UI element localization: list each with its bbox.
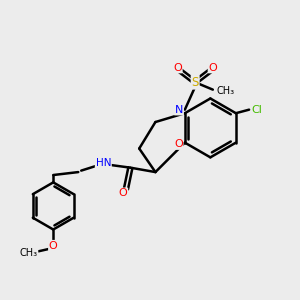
Text: O: O bbox=[174, 139, 183, 149]
Text: O: O bbox=[119, 188, 128, 198]
Text: CH₃: CH₃ bbox=[217, 86, 235, 96]
Text: O: O bbox=[49, 241, 58, 251]
Text: Cl: Cl bbox=[252, 105, 262, 115]
Text: O: O bbox=[208, 63, 217, 73]
Text: CH₃: CH₃ bbox=[20, 248, 38, 258]
Text: O: O bbox=[173, 63, 182, 73]
Text: HN: HN bbox=[96, 158, 111, 168]
Text: N: N bbox=[175, 105, 183, 115]
Text: S: S bbox=[191, 76, 199, 89]
